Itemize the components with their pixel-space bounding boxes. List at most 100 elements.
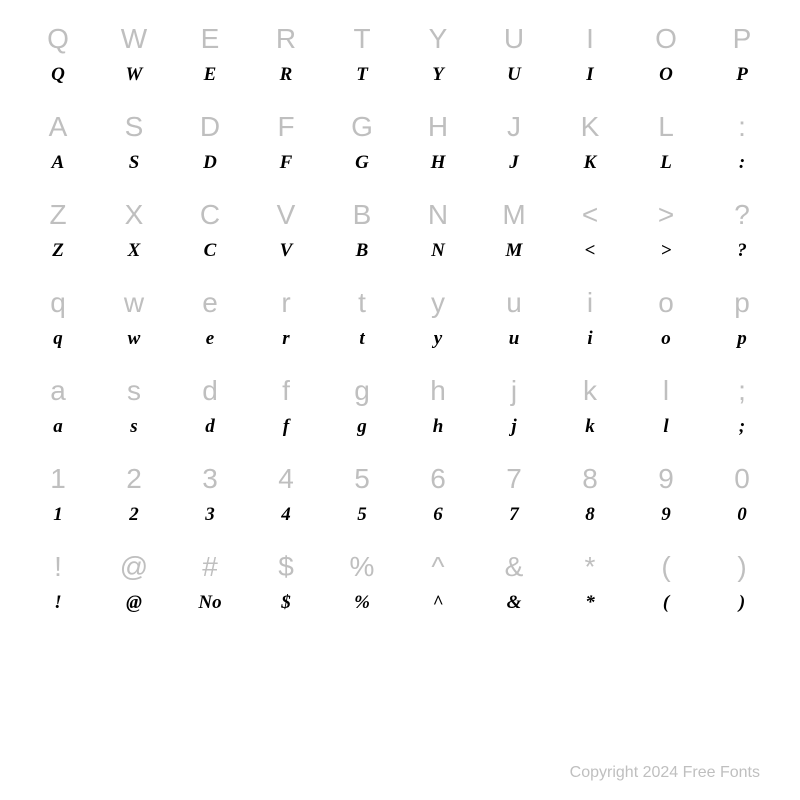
glyph-cell: )) <box>704 546 780 634</box>
font-glyph: h <box>433 412 444 440</box>
glyph-cell: ZZ <box>20 194 96 282</box>
glyph-cell: kk <box>552 370 628 458</box>
glyph-cell: 66 <box>400 458 476 546</box>
font-glyph: No <box>198 588 221 616</box>
reference-char: S <box>125 106 144 148</box>
font-glyph: ) <box>739 588 745 616</box>
glyph-cell: 44 <box>248 458 324 546</box>
glyph-cell: oo <box>628 282 704 370</box>
reference-char: e <box>202 282 218 324</box>
reference-char: q <box>50 282 66 324</box>
glyph-cell: DD <box>172 106 248 194</box>
reference-char: N <box>428 194 448 236</box>
font-glyph: A <box>52 148 65 176</box>
glyph-cell: 00 <box>704 458 780 546</box>
font-glyph: $ <box>281 588 291 616</box>
font-glyph: H <box>431 148 446 176</box>
font-glyph: J <box>509 148 519 176</box>
glyph-cell: tt <box>324 282 400 370</box>
font-glyph: f <box>283 412 289 440</box>
reference-char: G <box>351 106 373 148</box>
font-glyph: O <box>659 60 673 88</box>
reference-char: T <box>353 18 370 60</box>
glyph-cell: AA <box>20 106 96 194</box>
font-glyph: i <box>587 324 592 352</box>
reference-char: 9 <box>658 458 674 500</box>
glyph-cell: dd <box>172 370 248 458</box>
font-glyph: < <box>585 236 596 264</box>
reference-char: $ <box>278 546 294 588</box>
font-glyph: 9 <box>661 500 671 528</box>
reference-char: 5 <box>354 458 370 500</box>
reference-char: Y <box>429 18 448 60</box>
glyph-cell: ff <box>248 370 324 458</box>
glyph-cell: #No <box>172 546 248 634</box>
font-glyph: @ <box>126 588 142 616</box>
reference-char: Z <box>49 194 66 236</box>
font-glyph: G <box>355 148 369 176</box>
reference-char: y <box>431 282 445 324</box>
reference-char: D <box>200 106 220 148</box>
reference-char: W <box>121 18 147 60</box>
glyph-cell: 22 <box>96 458 172 546</box>
glyph-cell: ?? <box>704 194 780 282</box>
glyph-cell: ** <box>552 546 628 634</box>
glyph-cell: KK <box>552 106 628 194</box>
glyph-cell: $$ <box>248 546 324 634</box>
reference-char: u <box>506 282 522 324</box>
glyph-cell: TT <box>324 18 400 106</box>
reference-char: p <box>734 282 750 324</box>
font-glyph: 1 <box>53 500 63 528</box>
font-glyph: B <box>356 236 369 264</box>
glyph-cell: ii <box>552 282 628 370</box>
reference-char: K <box>581 106 600 148</box>
font-glyph: o <box>661 324 671 352</box>
glyph-cell: gg <box>324 370 400 458</box>
reference-char: 7 <box>506 458 522 500</box>
reference-char: i <box>587 282 593 324</box>
reference-char: E <box>201 18 220 60</box>
reference-char: P <box>733 18 752 60</box>
reference-char: ? <box>734 194 750 236</box>
glyph-cell: SS <box>96 106 172 194</box>
glyph-cell: aa <box>20 370 96 458</box>
glyph-cell: %% <box>324 546 400 634</box>
glyph-cell: GG <box>324 106 400 194</box>
glyph-cell: 55 <box>324 458 400 546</box>
reference-char: ; <box>738 370 746 412</box>
glyph-cell: BB <box>324 194 400 282</box>
font-glyph: * <box>585 588 595 616</box>
font-glyph: p <box>737 324 747 352</box>
glyph-cell: UU <box>476 18 552 106</box>
reference-char: g <box>354 370 370 412</box>
glyph-cell: hh <box>400 370 476 458</box>
reference-char: X <box>125 194 144 236</box>
font-glyph: V <box>280 236 293 264</box>
glyph-cell: (( <box>628 546 704 634</box>
reference-char: U <box>504 18 524 60</box>
font-glyph: l <box>663 412 668 440</box>
copyright-text: Copyright 2024 Free Fonts <box>570 764 760 782</box>
font-glyph: L <box>660 148 672 176</box>
reference-char: t <box>358 282 366 324</box>
font-glyph: t <box>359 324 364 352</box>
glyph-cell: WW <box>96 18 172 106</box>
reference-char: % <box>350 546 375 588</box>
font-glyph: & <box>507 588 522 616</box>
glyph-cell: HH <box>400 106 476 194</box>
glyph-cell: PP <box>704 18 780 106</box>
glyph-cell: NN <box>400 194 476 282</box>
font-glyph: ! <box>54 588 61 616</box>
reference-char: M <box>502 194 525 236</box>
font-glyph: 2 <box>129 500 139 528</box>
glyph-cell: RR <box>248 18 324 106</box>
glyph-cell: II <box>552 18 628 106</box>
reference-char: R <box>276 18 296 60</box>
font-glyph: R <box>280 60 293 88</box>
glyph-cell: pp <box>704 282 780 370</box>
reference-char: ) <box>737 546 746 588</box>
reference-char: F <box>277 106 294 148</box>
character-map-grid: QQWWEERRTTYYUUIIOOPPAASSDDFFGGHHJJKKLL::… <box>20 0 780 634</box>
font-glyph: % <box>354 588 370 616</box>
reference-char: ( <box>661 546 670 588</box>
